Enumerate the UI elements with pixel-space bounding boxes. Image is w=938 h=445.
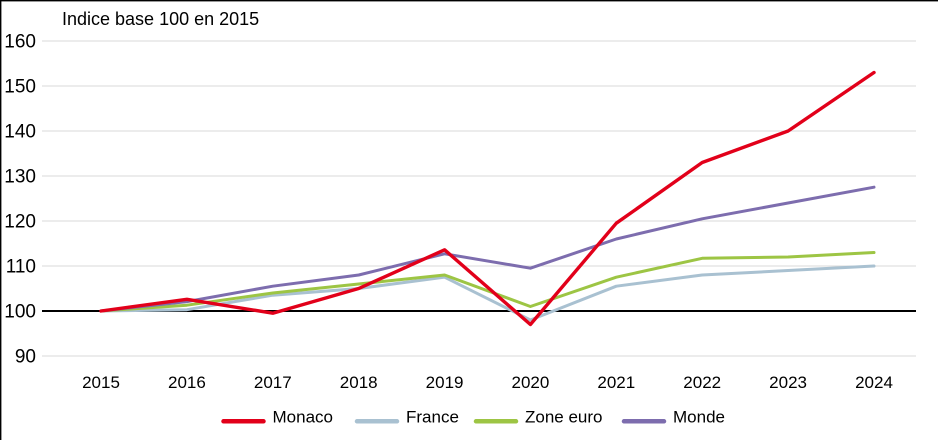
svg-text:Monde: Monde (673, 408, 725, 427)
svg-text:2023: 2023 (769, 373, 807, 392)
svg-text:2015: 2015 (82, 373, 120, 392)
svg-text:2016: 2016 (168, 373, 206, 392)
svg-text:Zone euro: Zone euro (525, 408, 603, 427)
svg-text:110: 110 (6, 257, 36, 278)
svg-text:100: 100 (4, 302, 36, 323)
svg-text:150: 150 (4, 77, 36, 98)
svg-text:90: 90 (15, 347, 36, 368)
svg-text:160: 160 (4, 32, 36, 53)
svg-text:2017: 2017 (254, 373, 292, 392)
svg-text:2019: 2019 (426, 373, 464, 392)
svg-text:2022: 2022 (683, 373, 721, 392)
svg-text:130: 130 (4, 167, 36, 188)
svg-text:140: 140 (4, 122, 36, 143)
svg-text:Indice base 100 en 2015: Indice base 100 en 2015 (62, 9, 259, 29)
svg-text:2018: 2018 (340, 373, 378, 392)
svg-text:2020: 2020 (511, 373, 549, 392)
svg-text:2021: 2021 (597, 373, 635, 392)
svg-text:Monaco: Monaco (273, 408, 333, 427)
svg-text:2024: 2024 (855, 373, 893, 392)
svg-text:120: 120 (4, 212, 36, 233)
svg-text:France: France (406, 408, 459, 427)
